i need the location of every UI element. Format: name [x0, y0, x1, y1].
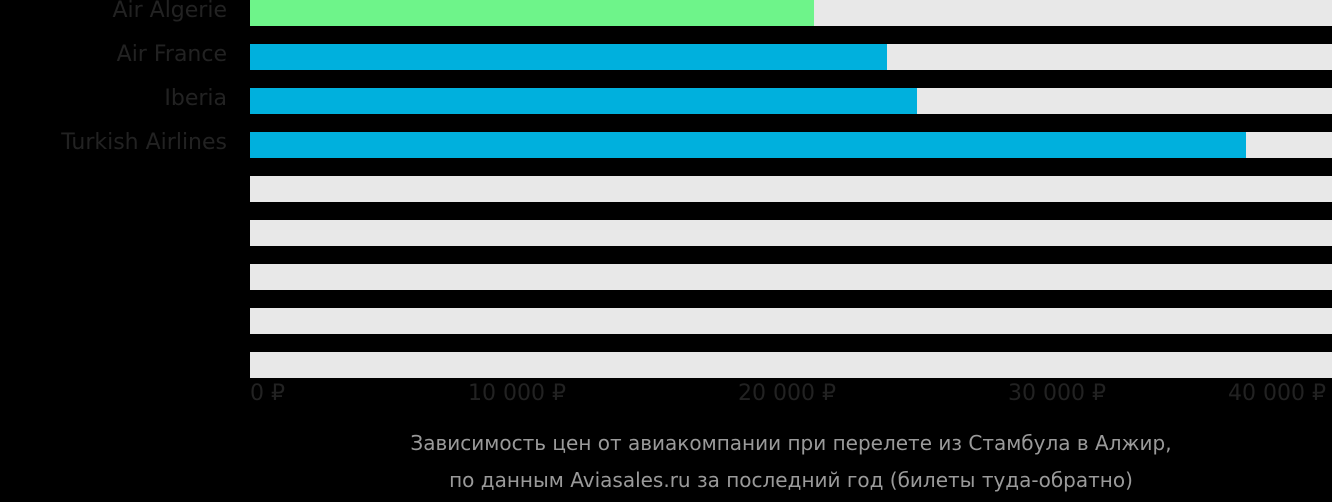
bar-track: [250, 264, 1332, 290]
bar-track: [250, 352, 1332, 378]
price-bar: [250, 0, 814, 26]
airline-label: Turkish Airlines: [61, 130, 227, 155]
x-tick-label: 20 000 ₽: [738, 381, 836, 406]
airline-label: Air France: [116, 42, 227, 67]
x-tick-label: 0 ₽: [250, 381, 285, 406]
x-tick-label: 10 000 ₽: [468, 381, 566, 406]
x-tick-label: 30 000 ₽: [1008, 381, 1106, 406]
bar-track: [250, 176, 1332, 202]
chart-row: [0, 352, 1332, 378]
chart-row: [0, 264, 1332, 290]
bar-track: [250, 220, 1332, 246]
chart-row: Turkish Airlines: [0, 130, 1332, 158]
x-tick-label: 40 000 ₽: [1228, 381, 1326, 406]
bar-track: [250, 132, 1332, 158]
chart-row: Air France: [0, 42, 1332, 70]
bar-track: [250, 44, 1332, 70]
chart-caption-line-1: Зависимость цен от авиакомпании при пере…: [410, 431, 1172, 455]
airline-label: Air Algerie: [112, 0, 227, 23]
chart-caption-line-2: по данным Aviasales.ru за последний год …: [449, 468, 1133, 492]
airline-label: Iberia: [164, 86, 227, 111]
price-bar: [250, 88, 917, 114]
chart-row: Iberia: [0, 86, 1332, 114]
price-bar: [250, 44, 887, 70]
chart-row: [0, 176, 1332, 202]
chart-row: [0, 308, 1332, 334]
chart-row: [0, 220, 1332, 246]
bar-track: [250, 88, 1332, 114]
price-bar: [250, 132, 1246, 158]
chart-row: Air Algerie: [0, 0, 1332, 26]
bar-track: [250, 308, 1332, 334]
bar-track: [250, 0, 1332, 26]
